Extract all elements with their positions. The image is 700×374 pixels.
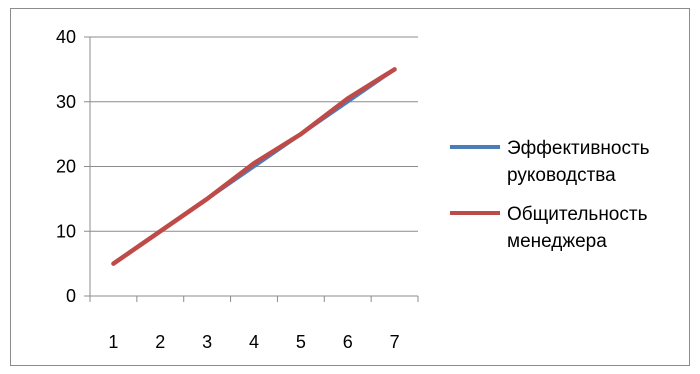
x-tick-label: 1	[108, 332, 118, 352]
y-tick-label: 20	[56, 157, 76, 177]
x-tick-label: 3	[202, 332, 212, 352]
series-line-2	[111, 67, 397, 266]
chart-frame	[10, 8, 690, 366]
series-lines	[111, 67, 397, 266]
axes	[84, 36, 419, 302]
y-tick-label: 0	[66, 286, 76, 306]
gridlines	[90, 36, 418, 232]
legend-label-1: руководства	[507, 165, 616, 186]
legend-label-2: Общительность	[507, 204, 648, 225]
legend: Эффективность руководства Общительность мен…	[450, 138, 650, 252]
y-tick-label: 30	[56, 92, 76, 112]
x-tick-label: 4	[249, 332, 259, 352]
x-tick-label: 6	[343, 332, 353, 352]
y-tick-labels: 0 10 20 30 40	[56, 27, 76, 306]
x-tick-label: 7	[390, 332, 400, 352]
legend-label-2: менеджера	[507, 231, 607, 252]
y-tick-label: 10	[56, 221, 76, 241]
y-tick-label: 40	[56, 27, 76, 47]
legend-label-1: Эффективность	[507, 138, 650, 159]
x-tick-labels: 1 2 3 4 5 6 7	[108, 332, 399, 352]
x-tick-label: 5	[296, 332, 306, 352]
x-tick-label: 2	[155, 332, 165, 352]
